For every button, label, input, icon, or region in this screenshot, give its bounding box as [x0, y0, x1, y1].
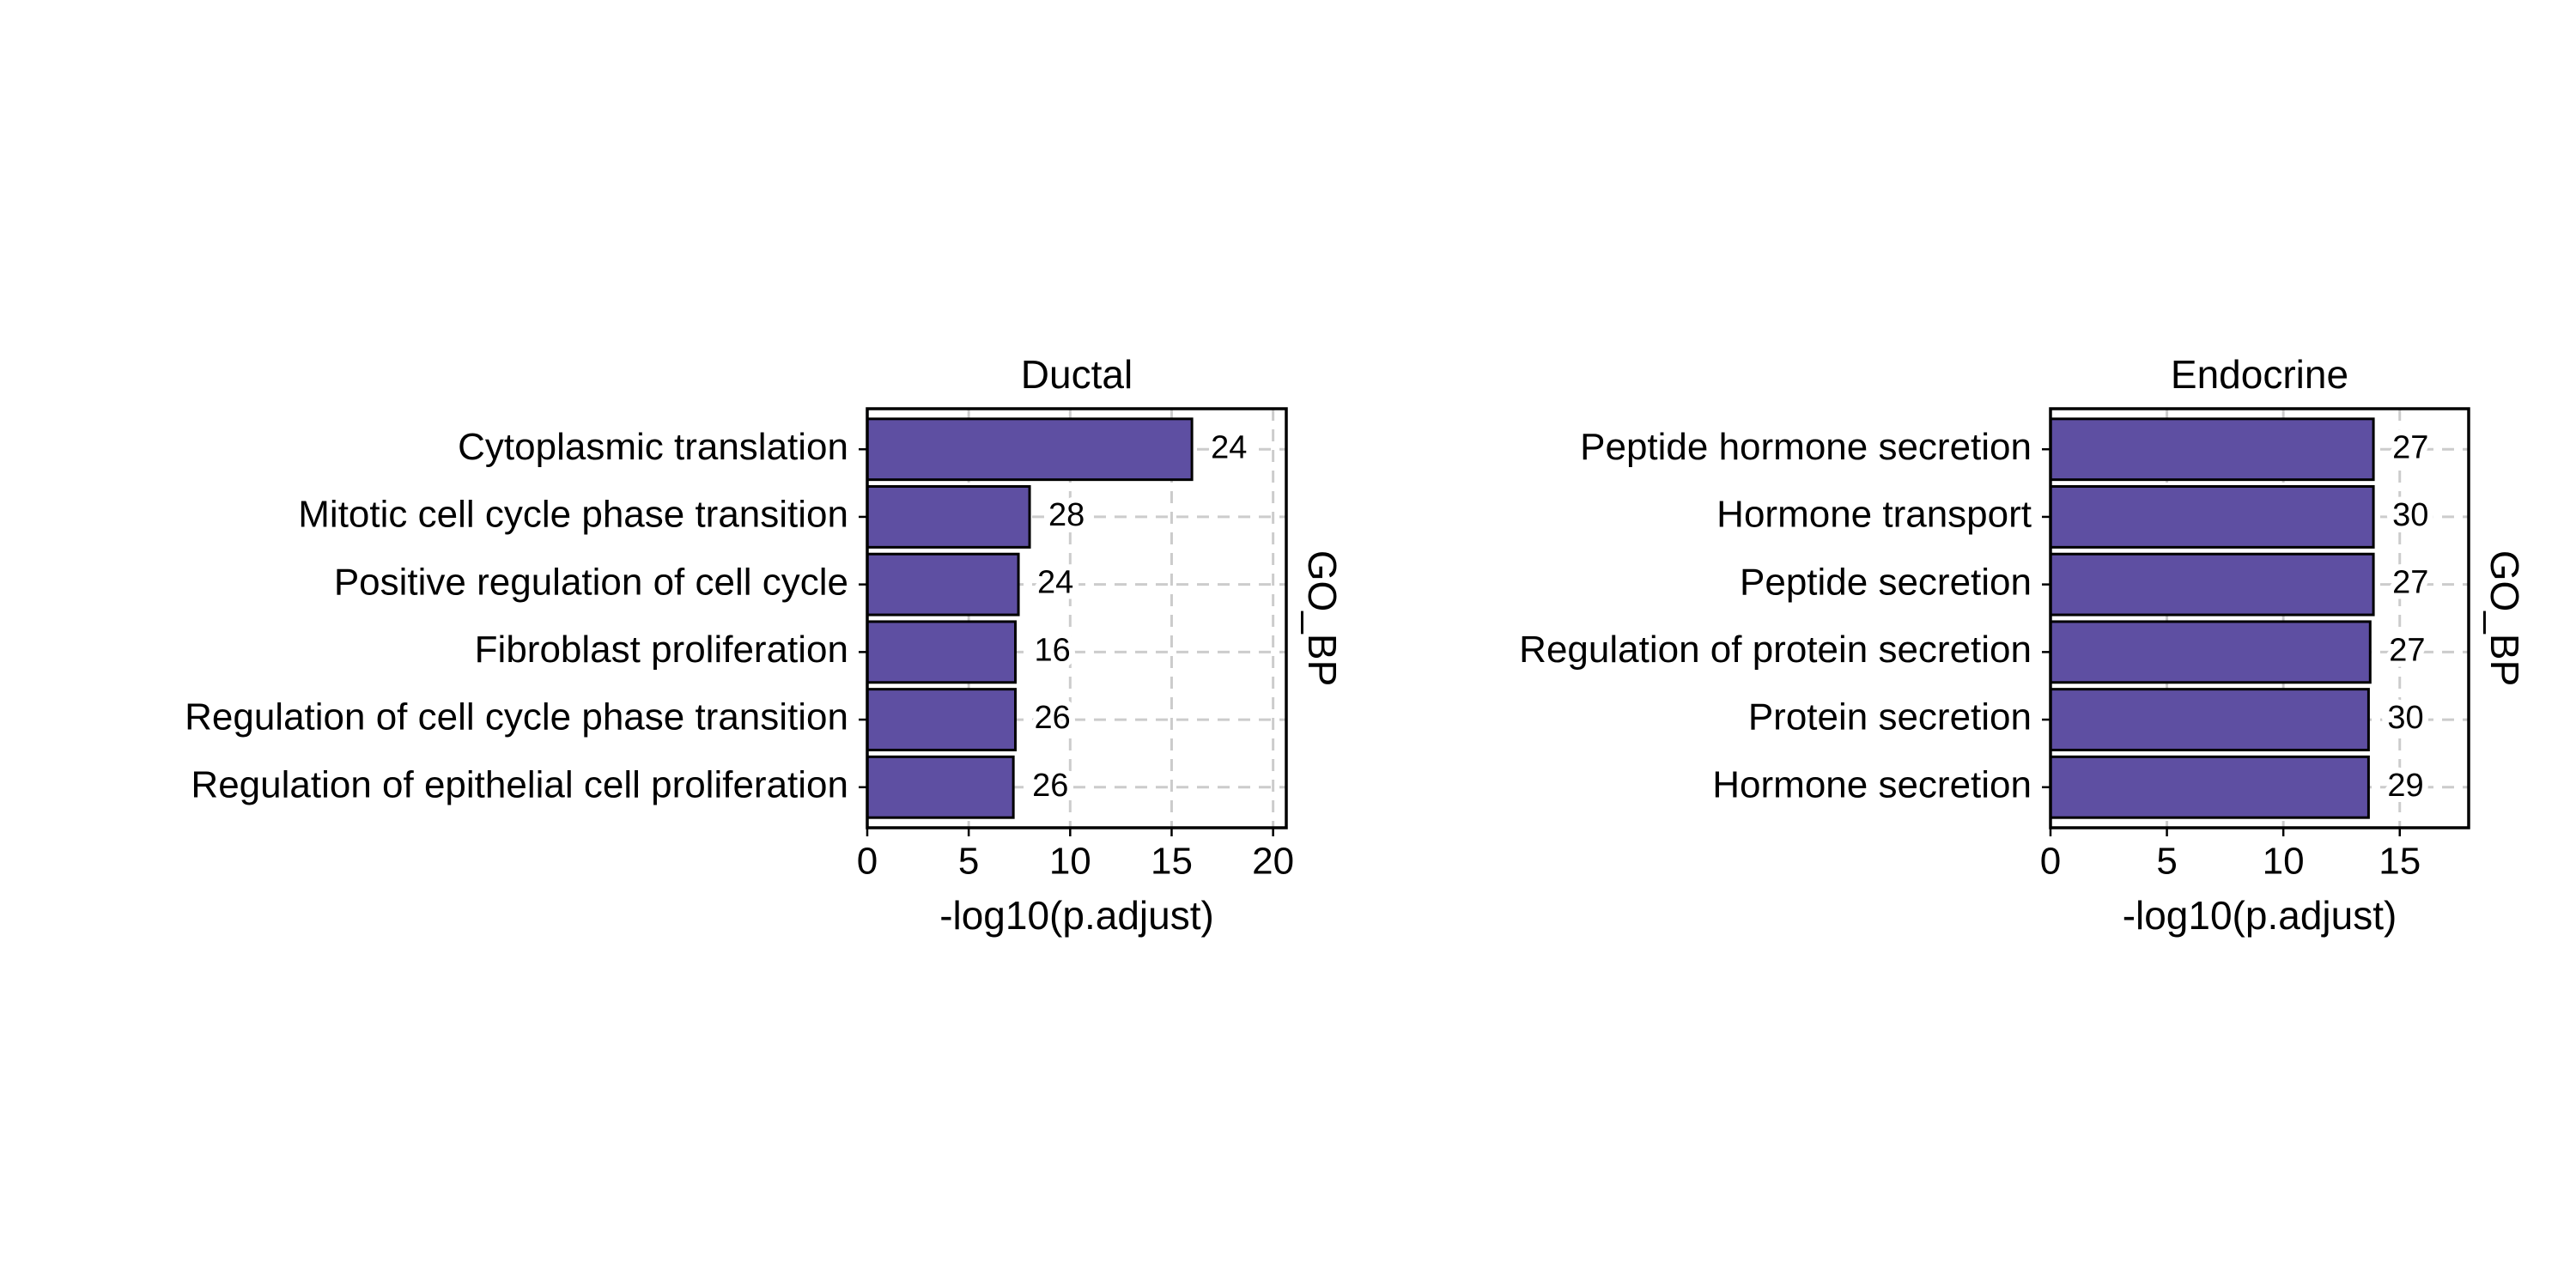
- count-label: 26: [1032, 768, 1068, 804]
- x-tick-label: 0: [2040, 841, 2061, 883]
- y-tick-label: Protein secretion: [1748, 696, 2032, 738]
- bar: [2049, 755, 2370, 819]
- y-tick-label: Mitotic cell cycle phase transition: [298, 494, 848, 536]
- count-label: 30: [2387, 700, 2423, 736]
- bar: [2049, 688, 2370, 751]
- y-tick-label: Regulation of cell cycle phase transitio…: [185, 696, 848, 738]
- count-label: 27: [2392, 565, 2428, 601]
- y-tick-label: Regulation of protein secretion: [1519, 629, 2032, 671]
- bar: [866, 755, 1015, 819]
- chart-title: Endocrine: [2171, 352, 2348, 397]
- bar: [2049, 552, 2375, 617]
- count-label: 26: [1035, 700, 1071, 736]
- bar: [866, 552, 1020, 617]
- chart-panel: Ductal GO_BP -log10(p.adjust) 0 5 10 15 20 Cytop…: [185, 352, 1345, 938]
- panel-border: [866, 407, 1288, 829]
- y-tick-label: Hormone transport: [1716, 494, 2032, 536]
- y-tick-label: Peptide hormone secretion: [1580, 426, 2032, 468]
- count-label: 27: [2389, 632, 2425, 668]
- y-tick-label: Peptide secretion: [1740, 561, 2032, 603]
- x-tick-label: 15: [2379, 841, 2421, 883]
- count-label: 16: [1035, 632, 1071, 668]
- y-tick-label: Fibroblast proliferation: [475, 629, 848, 671]
- x-tick-label: 15: [1151, 841, 1193, 883]
- x-axis-title: -log10(p.adjust): [939, 893, 1214, 938]
- x-tick-label: 5: [958, 841, 979, 883]
- y-tick-label: Positive regulation of cell cycle: [334, 561, 848, 603]
- bar: [2049, 417, 2375, 482]
- bar: [866, 620, 1018, 684]
- facet-label: GO_BP: [2482, 550, 2527, 687]
- count-label: 27: [2392, 429, 2428, 465]
- chart-panel: Endocrine GO_BP -log10(p.adjust) 0 5 10 15 Pept…: [1519, 352, 2527, 938]
- x-tick-label: 10: [2263, 841, 2305, 883]
- x-tick-label: 5: [2156, 841, 2177, 883]
- y-tick-label: Hormone secretion: [1712, 763, 2032, 805]
- bar: [2049, 485, 2375, 549]
- x-tick-label: 10: [1049, 841, 1091, 883]
- y-tick-label: Cytoplasmic translation: [458, 426, 848, 468]
- x-axis-title: -log10(p.adjust): [2123, 893, 2397, 938]
- count-label: 29: [2387, 768, 2423, 804]
- facet-label: GO_BP: [1300, 550, 1345, 687]
- y-tick-label: Regulation of epithelial cell proliferat…: [191, 763, 848, 805]
- count-label: 24: [1211, 429, 1247, 465]
- bar: [866, 417, 1194, 482]
- bar: [866, 485, 1031, 549]
- count-label: 30: [2392, 497, 2428, 533]
- bar: [2049, 620, 2372, 684]
- x-tick-label: 20: [1252, 841, 1294, 883]
- bar: [866, 688, 1018, 751]
- panel-border: [2049, 407, 2470, 829]
- x-tick-label: 0: [857, 841, 878, 883]
- chart-title: Ductal: [1021, 352, 1133, 397]
- count-label: 24: [1037, 565, 1073, 601]
- count-label: 28: [1048, 497, 1084, 533]
